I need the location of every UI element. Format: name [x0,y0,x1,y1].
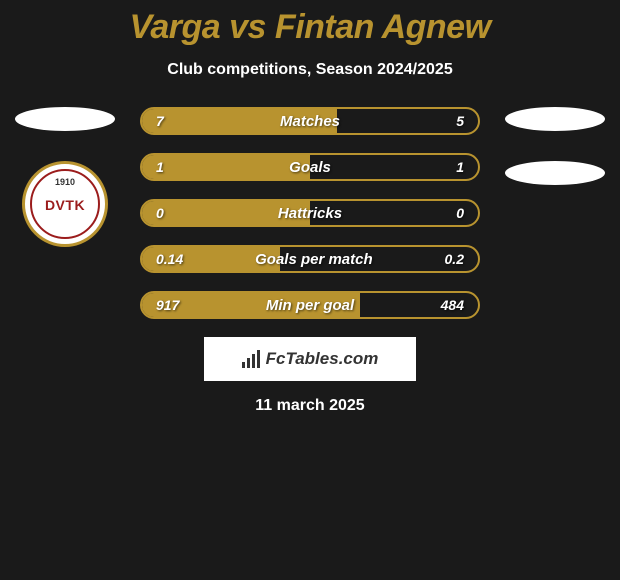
stat-label: Goals [289,159,331,176]
stat-rows: 7 Matches 5 1 Goals 1 0 Hattricks 0 0.14 Goals per… [140,107,480,319]
club-oval-right-1 [505,107,605,131]
badge-text: DVTK [45,197,85,213]
player1-name: Varga [129,8,220,46]
footer-date: 11 march 2025 [0,397,620,415]
stat-bar: 1 Goals 1 [140,153,480,181]
stat-left-value: 0 [156,205,164,221]
vs-text: vs [229,8,266,46]
stat-left-value: 1 [156,159,164,175]
subtitle: Club competitions, Season 2024/2025 [0,61,620,79]
stat-right-value: 484 [441,297,464,313]
club-badge: 1910 DVTK [22,161,108,247]
club-oval-left [15,107,115,131]
stat-fill [142,155,310,179]
left-club-column: 1910 DVTK [10,107,120,247]
chart-bars-icon [242,350,260,368]
stat-right-value: 1 [456,159,464,175]
player2-name: Fintan Agnew [275,8,491,46]
stat-bar: 7 Matches 5 [140,107,480,135]
stat-left-value: 0.14 [156,251,183,267]
badge-year: 1910 [55,177,75,187]
stat-label: Matches [280,113,340,130]
stat-right-value: 5 [456,113,464,129]
stat-label: Hattricks [278,205,342,222]
stat-bar: 0 Hattricks 0 [140,199,480,227]
page-title: Varga vs Fintan Agnew [0,0,620,47]
stat-label: Min per goal [266,297,354,314]
stat-bar: 0.14 Goals per match 0.2 [140,245,480,273]
badge-inner: 1910 DVTK [30,169,100,239]
stat-label: Goals per match [255,251,373,268]
stat-left-value: 7 [156,113,164,129]
stats-content: 1910 DVTK 7 Matches 5 1 Goals 1 0 Hattricks 0 0.1… [0,107,620,415]
brand-box: FcTables.com [204,337,416,381]
brand-text: FcTables.com [266,349,379,369]
right-club-column [500,107,610,185]
stat-right-value: 0 [456,205,464,221]
stat-left-value: 917 [156,297,179,313]
club-oval-right-2 [505,161,605,185]
stat-bar: 917 Min per goal 484 [140,291,480,319]
stat-right-value: 0.2 [445,251,464,267]
